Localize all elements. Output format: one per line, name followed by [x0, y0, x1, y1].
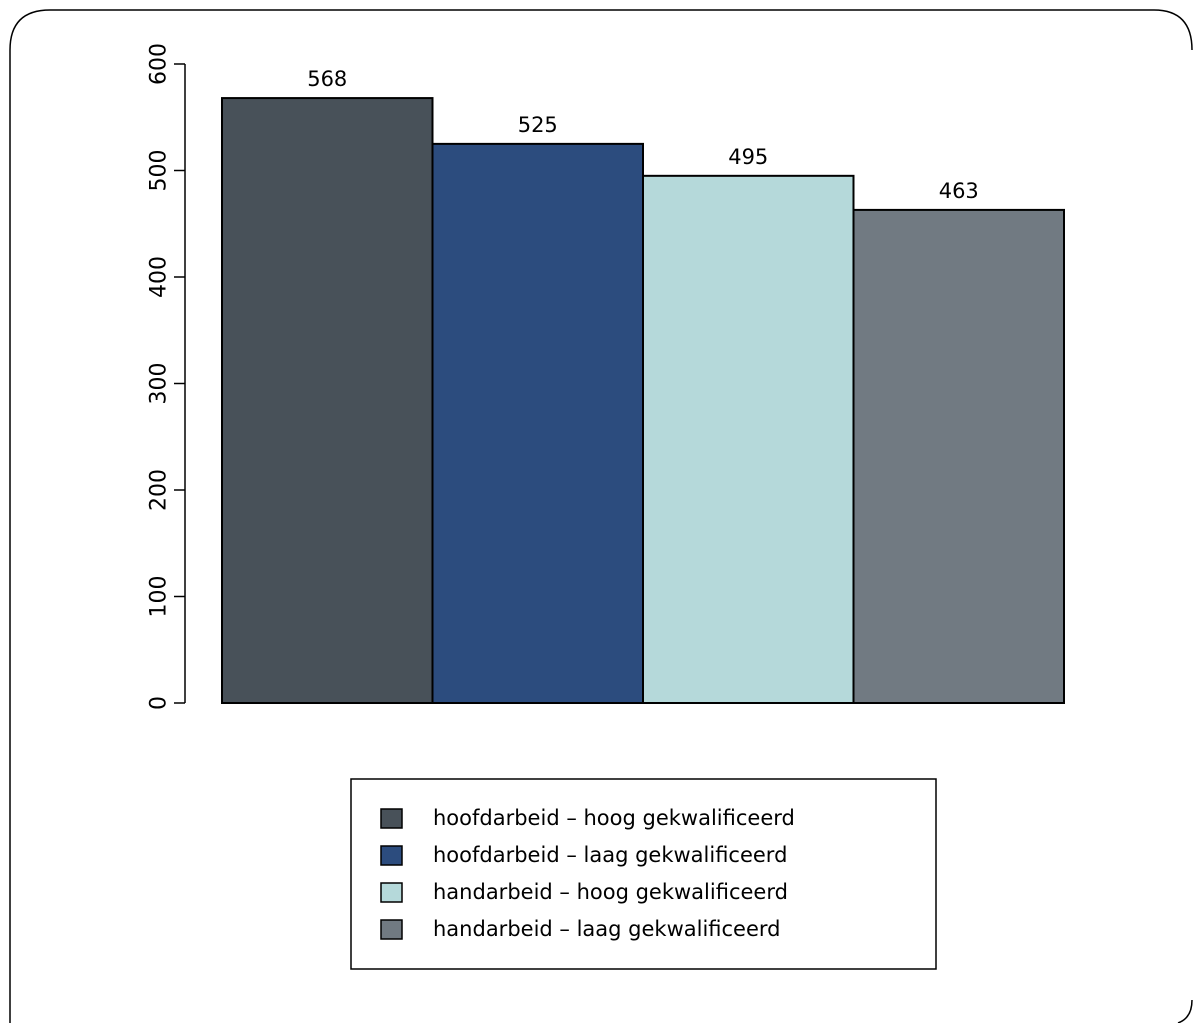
bar-value-label: 495	[728, 145, 768, 169]
frame-corner	[1177, 999, 1193, 1023]
y-tick-label: 600	[147, 43, 172, 85]
bar	[642, 174, 855, 704]
y-tick-label: 400	[147, 256, 172, 298]
bar	[221, 97, 434, 704]
legend-label: handarbeid – hoog gekwalificeerd	[433, 880, 788, 904]
legend-box	[350, 778, 937, 970]
legend-swatch	[380, 808, 403, 829]
y-tick-label: 500	[147, 150, 172, 192]
legend-swatch	[380, 882, 403, 903]
legend: hoofdarbeid – hoog gekwalificeerd hoofdar…	[350, 778, 937, 970]
bar	[852, 208, 1065, 704]
y-tick-label: 100	[147, 576, 172, 618]
legend-label: hoofdarbeid – hoog gekwalificeerd	[433, 806, 795, 830]
legend-label: handarbeid – laag gekwalificeerd	[433, 917, 781, 941]
bar	[431, 142, 644, 704]
bar-value-label: 463	[939, 179, 979, 203]
legend-label: hoofdarbeid – laag gekwalificeerd	[433, 843, 787, 867]
y-tick-label: 300	[147, 363, 172, 405]
data-labels: 568 525 495 463	[307, 67, 979, 203]
bars	[221, 97, 1065, 704]
y-axis: 0 100 200 300 400 500 600	[147, 43, 186, 710]
y-tick-label: 0	[147, 696, 172, 710]
bar-value-label: 568	[307, 67, 347, 91]
bar-value-label: 525	[518, 113, 558, 137]
frame-border	[9, 9, 1193, 1023]
legend-swatch	[380, 845, 403, 866]
legend-swatch	[380, 919, 403, 940]
y-tick-label: 200	[147, 469, 172, 511]
